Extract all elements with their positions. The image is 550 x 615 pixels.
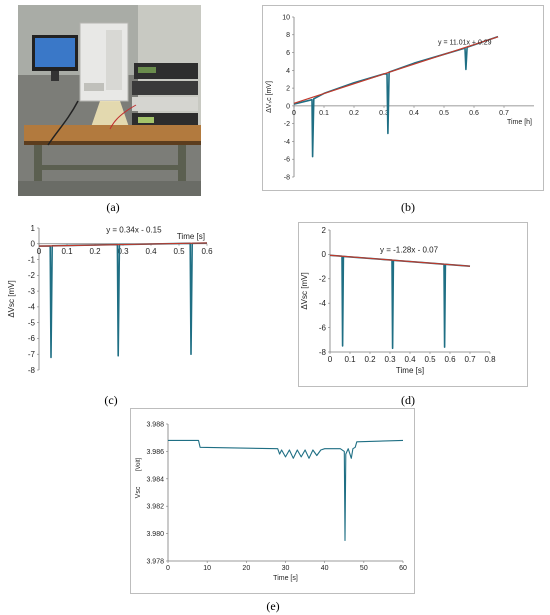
y-tick-label: -2	[319, 275, 327, 284]
x-tick-label: 40	[321, 565, 329, 572]
chart-frame	[262, 5, 544, 191]
x-axis-label: Time [s]	[177, 232, 205, 241]
chart-d: 20-2-4-6-80 0.1 0.2 0.3 0.4 0.5 0.6 0.7 0.8Time …	[298, 222, 528, 387]
y-tick-label: -8	[284, 174, 290, 181]
x-tick-label: 0.5	[439, 110, 449, 117]
y-tick-label: -4	[319, 299, 327, 308]
x-tick-label: 0	[292, 110, 296, 117]
y-tick-label: 3.978	[146, 558, 164, 565]
fit-line	[38, 242, 208, 247]
y-tick-label: -2	[28, 271, 36, 280]
chart-frame	[130, 408, 415, 594]
fit-equation: y = 0.34x - 0.15	[106, 226, 162, 235]
fit-equation: y = -1.28x - 0.07	[380, 246, 439, 255]
x-tick-label: 0.8	[484, 355, 496, 364]
y-axis-label: ΔVsc [mV]	[7, 280, 16, 317]
caption-c: (c)	[104, 393, 118, 407]
y-tick-label: -8	[28, 366, 36, 375]
y-tick-label: 0	[286, 103, 290, 110]
caption-e: (e)	[266, 599, 280, 613]
caption-d: (d)	[401, 393, 415, 407]
x-axis-label: Time [s]	[273, 575, 298, 582]
y-tick-label: 10	[282, 14, 290, 21]
y-axis-label: ΔVsc [mV]	[300, 272, 309, 309]
y-tick-label: -6	[28, 334, 36, 343]
chart-c: 10-1-2-3-4-5-6-7-80 0.1 0.2 0.3 0.4 0.5 0.6Tim…	[7, 224, 213, 375]
x-tick-label: 0.5	[424, 355, 436, 364]
x-tick-label: 20	[242, 565, 250, 572]
data-series-line	[38, 242, 208, 359]
fit-line	[329, 254, 471, 267]
data-series-line	[168, 439, 404, 542]
y-tick-label: 3.982	[146, 504, 164, 511]
x-tick-label: 0.2	[364, 355, 376, 364]
x-tick-label: 0.6	[444, 355, 456, 364]
y-tick-label: -1	[28, 255, 36, 264]
x-tick-label: 0.2	[349, 110, 359, 117]
x-tick-label: 0.3	[379, 110, 389, 117]
y-axis-label: ΔVₛc [mV]	[266, 81, 273, 113]
y-tick-label: -2	[284, 121, 290, 128]
y-tick-label: 3.986	[146, 449, 164, 456]
x-tick-label: 50	[360, 565, 368, 572]
x-tick-label: 30	[282, 565, 290, 572]
lab-setup-photo	[18, 5, 201, 196]
y-tick-label: -6	[284, 157, 290, 164]
caption-a: (a)	[106, 200, 120, 214]
y-tick-label: 0	[322, 250, 327, 259]
x-tick-label: 0.7	[499, 110, 509, 117]
x-tick-label: 0.6	[469, 110, 479, 117]
y-axis-label: Vsc	[135, 486, 142, 498]
x-tick-label: 0	[166, 565, 170, 572]
y-tick-label: 2	[286, 86, 290, 93]
y-tick-label: -7	[28, 350, 36, 359]
x-tick-label: 10	[203, 565, 211, 572]
y-tick-label: 3.988	[146, 421, 164, 428]
y-tick-label: 4	[286, 68, 290, 75]
x-tick-label: 0	[37, 247, 42, 256]
x-tick-label: 0	[328, 355, 333, 364]
y-tick-label: 0	[31, 240, 36, 249]
y-tick-label: 2	[322, 226, 327, 235]
data-series-line	[293, 35, 499, 158]
x-tick-label: 0.3	[384, 355, 396, 364]
x-axis-label: Time [h]	[507, 119, 532, 126]
x-tick-label: 0.1	[344, 355, 356, 364]
x-tick-label: 0.1	[319, 110, 329, 117]
y-tick-label: -4	[28, 303, 36, 312]
chart-frame	[298, 222, 528, 387]
x-tick-label: 0.6	[201, 247, 213, 256]
y-tick-label: -8	[319, 348, 327, 357]
x-tick-label: 0.2	[89, 247, 101, 256]
y-tick-label: -5	[28, 318, 36, 327]
y-tick-label: -6	[319, 323, 327, 332]
fit-equation: y = 11.01x + 0.29	[438, 40, 492, 47]
x-tick-label: 0.1	[61, 247, 73, 256]
data-series-line	[329, 254, 471, 350]
y-tick-label: -4	[284, 139, 290, 146]
x-tick-label: 60	[399, 565, 407, 572]
fit-line	[293, 36, 499, 104]
y-tick-label: 8	[286, 32, 290, 39]
x-tick-label: 0.5	[173, 247, 185, 256]
y-tick-label: 3.984	[146, 476, 164, 483]
y-tick-label: 3.980	[146, 531, 164, 538]
y-tick-label: 6	[286, 50, 290, 57]
caption-b: (b)	[401, 200, 415, 214]
x-tick-label: 0.4	[145, 247, 157, 256]
lab-photo-illustration	[18, 5, 201, 196]
x-tick-label: 0.3	[117, 247, 129, 256]
x-tick-label: 0.4	[409, 110, 419, 117]
y-tick-label: -3	[28, 287, 36, 296]
y-axis-unit: [Volt]	[136, 457, 142, 471]
y-tick-label: 1	[31, 224, 36, 233]
x-axis-label: Time [s]	[396, 366, 424, 375]
x-tick-label: 0.7	[464, 355, 476, 364]
x-tick-label: 0.4	[404, 355, 416, 364]
